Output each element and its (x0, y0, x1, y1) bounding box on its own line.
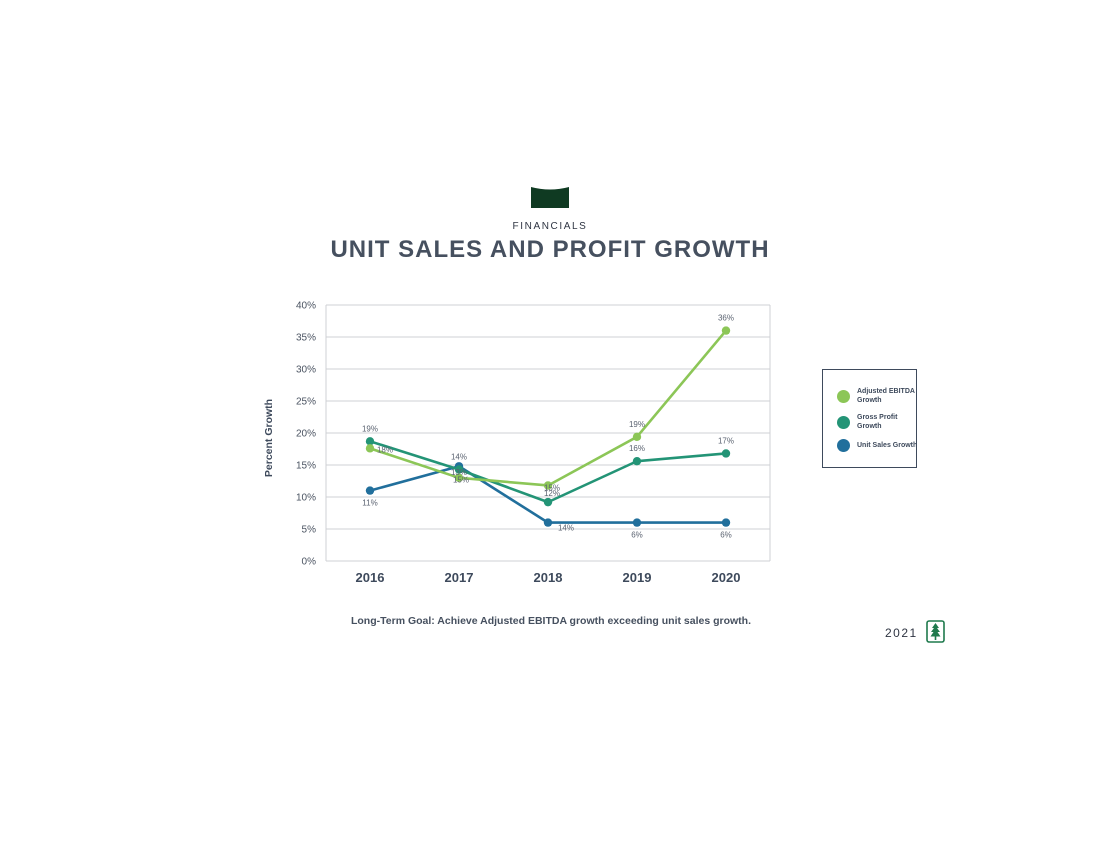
legend-item-adjusted-ebitda: Adjusted EBITDA Growth (837, 387, 919, 405)
data-label-adjusted-ebitda-2019: 19% (629, 420, 645, 429)
legend-label-gross-profit: Gross Profit Growth (857, 414, 898, 430)
y-tick-label-20: 20% (296, 429, 316, 440)
point-adjusted-ebitda-2018 (543, 481, 553, 490)
point-gross-profit-2020 (721, 449, 731, 458)
legend-item-unit-sales: Unit Sales Growth (837, 439, 919, 452)
data-label-unit-sales-2017: 15% (453, 475, 469, 484)
data-label-gross-profit-2016: 19% (362, 424, 378, 433)
data-label-unit-sales-2019: 6% (631, 531, 643, 540)
data-label-unit-sales-2016: 11% (362, 499, 377, 508)
x-tick-label-2019: 2019 (623, 570, 652, 585)
y-tick-label-25: 25% (296, 397, 316, 408)
data-label-unit-sales-2020: 6% (720, 531, 732, 540)
chart-legend: Adjusted EBITDA Growth Gross Profit Grow… (822, 369, 917, 468)
data-label-gross-profit-2019: 16% (629, 444, 645, 453)
section-label: FINANCIALS (512, 221, 588, 232)
page-title: UNIT SALES AND PROFIT GROWTH (330, 236, 770, 263)
legend-label-adjusted-ebitda: Adjusted EBITDA Growth (857, 388, 915, 404)
point-adjusted-ebitda-2019 (632, 432, 642, 442)
legend-marker-gross-profit (837, 415, 850, 429)
data-label-adjusted-ebitda-2018: 15% (544, 483, 560, 492)
point-gross-profit-2019 (632, 456, 642, 466)
data-label-adjusted-ebitda-2020: 36% (718, 314, 734, 323)
data-label-gross-profit-2018: 12% (544, 489, 560, 498)
y-tick-label-35: 35% (296, 333, 316, 344)
data-label-gross-profit-2020: 17% (718, 436, 734, 445)
y-tick-label-15: 15% (296, 461, 316, 472)
point-adjusted-ebitda-2017 (454, 473, 464, 482)
data-label-unit-sales-2018: 14% (558, 524, 574, 533)
data-label-gross-profit-2017: 14% (451, 452, 467, 461)
point-unit-sales-2016 (365, 486, 375, 495)
point-gross-profit-2016 (365, 437, 375, 446)
series-line-adjusted-ebitda (369, 329, 727, 487)
long-term-goal-footnote: Long-Term Goal: Achieve Adjusted EBITDA … (350, 615, 751, 627)
point-unit-sales-2019 (632, 518, 642, 527)
x-tick-label-2018: 2018 (534, 570, 563, 585)
pine-tree-logo-icon (926, 620, 945, 643)
legend-item-gross-profit: Gross Profit Growth (837, 413, 919, 431)
bookmark-banner-icon (531, 187, 569, 208)
y-tick-label-10: 10% (296, 493, 316, 504)
point-adjusted-ebitda-2016 (365, 444, 375, 453)
x-tick-label-2017: 2017 (445, 570, 474, 585)
point-unit-sales-2018 (543, 518, 553, 527)
y-tick-label-30: 30% (296, 365, 316, 376)
x-tick-label-2016: 2016 (356, 570, 385, 585)
y-axis-title: Percent Growth (263, 399, 275, 477)
point-unit-sales-2020 (721, 518, 731, 527)
data-label-adjusted-ebitda-2017: 13% (451, 468, 467, 477)
x-tick-label-2020: 2020 (712, 570, 741, 585)
y-tick-label-0: 0% (302, 557, 317, 568)
point-gross-profit-2017 (454, 465, 464, 474)
point-adjusted-ebitda-2020 (721, 326, 731, 335)
legend-label-unit-sales: Unit Sales Growth (857, 442, 918, 449)
point-gross-profit-2018 (543, 497, 553, 507)
data-label-adjusted-ebitda-2016: 18% (377, 445, 393, 454)
y-tick-label-5: 5% (302, 525, 317, 536)
legend-marker-unit-sales (837, 439, 850, 452)
footer-year: 2021 (885, 626, 918, 640)
y-tick-label-40: 40% (296, 301, 316, 312)
legend-marker-adjusted-ebitda (837, 389, 850, 403)
